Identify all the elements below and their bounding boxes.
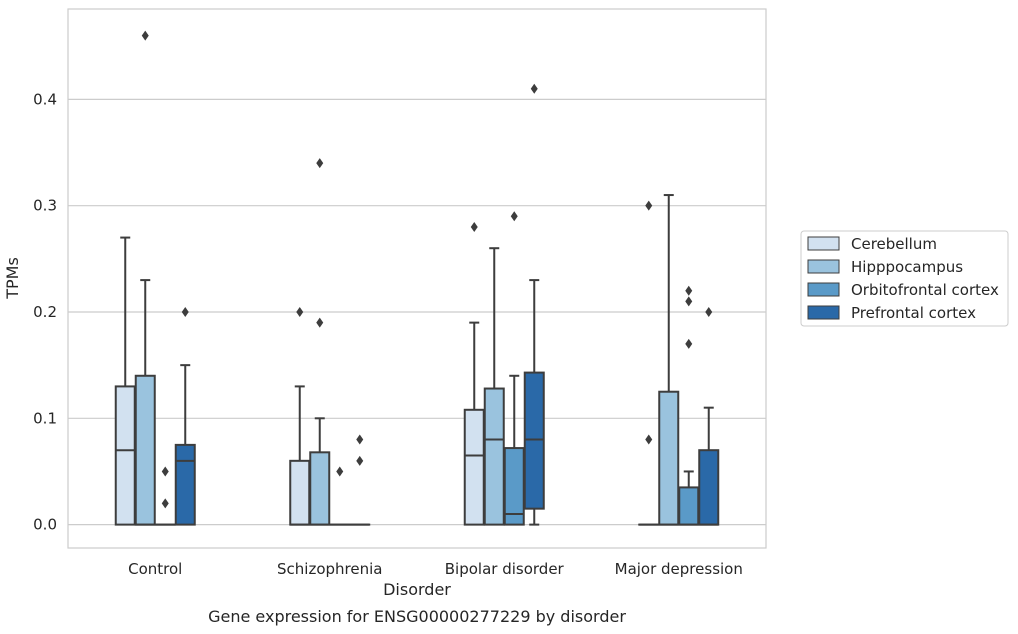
legend-frame	[800, 230, 1009, 327]
box-group	[174, 306, 196, 526]
x-axis-label: Disorder	[383, 580, 451, 599]
box-group	[483, 247, 505, 526]
box-rect	[174, 443, 196, 526]
y-tick-label: 0.4	[33, 90, 57, 108]
outlier-point	[705, 306, 713, 317]
box-rect	[463, 408, 485, 526]
outlier-point	[685, 338, 693, 349]
legend-entry-label: Hipppocampus	[851, 258, 963, 276]
outlier-point	[685, 296, 693, 307]
box-rect	[698, 449, 720, 526]
box-rect	[483, 387, 505, 526]
box-group	[523, 83, 545, 526]
y-tick-label: 0.2	[33, 303, 57, 321]
x-tick-label: Major depression	[615, 560, 743, 578]
y-tick-label: 0.0	[33, 516, 57, 534]
box-rect	[523, 371, 545, 510]
box-group	[309, 158, 331, 526]
legend: Cerebellum Hipppocampus Orbitofrontal cort…	[800, 230, 1009, 327]
legend-entry-label: Cerebellum	[851, 235, 937, 253]
outlier-point	[356, 434, 364, 445]
chart-caption: Gene expression for ENSG00000277229 by d…	[208, 607, 626, 626]
box-rect	[289, 459, 311, 526]
outlier-point	[141, 30, 149, 41]
y-tick-label: 0.3	[33, 197, 57, 215]
outlier-point	[510, 211, 518, 222]
box-group	[678, 285, 700, 526]
outlier-point	[470, 221, 478, 232]
x-tick-label: Bipolar disorder	[445, 560, 565, 578]
box-rect	[309, 451, 331, 526]
outlier-point	[161, 498, 169, 509]
box-group	[349, 434, 371, 526]
legend-entry-label: Prefrontal cortex	[851, 304, 976, 322]
y-axis-ticks: 0.0 0.1 0.2 0.3 0.4	[33, 90, 57, 533]
box-rect	[658, 390, 680, 526]
outlier-point	[316, 317, 324, 328]
box-group	[503, 211, 525, 526]
outlier-point	[296, 306, 304, 317]
x-tick-label: Schizophrenia	[277, 560, 382, 578]
outlier-point	[181, 306, 189, 317]
box-series	[114, 30, 720, 526]
outlier-point	[161, 466, 169, 477]
box-group	[698, 306, 720, 526]
legend-swatch	[807, 282, 840, 297]
box-rect	[134, 374, 156, 526]
box-rect	[114, 385, 136, 526]
legend-swatch	[807, 305, 840, 320]
y-tick-label: 0.1	[33, 409, 57, 427]
box-group	[658, 194, 680, 526]
box-group	[463, 221, 485, 526]
outlier-point	[356, 455, 364, 466]
x-axis-ticks: Control Schizophrenia Bipolar disorder Majo…	[128, 560, 743, 578]
box-rect	[678, 486, 700, 526]
outlier-point	[530, 83, 538, 94]
legend-entry-label: Orbitofrontal cortex	[851, 281, 999, 299]
outlier-point	[316, 158, 324, 169]
x-tick-label: Control	[128, 560, 182, 578]
plot-frame	[67, 8, 767, 549]
box-group	[134, 30, 156, 526]
y-axis-label: TPMs	[3, 257, 22, 300]
legend-swatch	[807, 259, 840, 274]
legend-swatch	[807, 236, 840, 251]
outlier-point	[645, 434, 653, 445]
outlier-point	[336, 466, 344, 477]
outlier-point	[645, 200, 653, 211]
outlier-point	[685, 285, 693, 296]
